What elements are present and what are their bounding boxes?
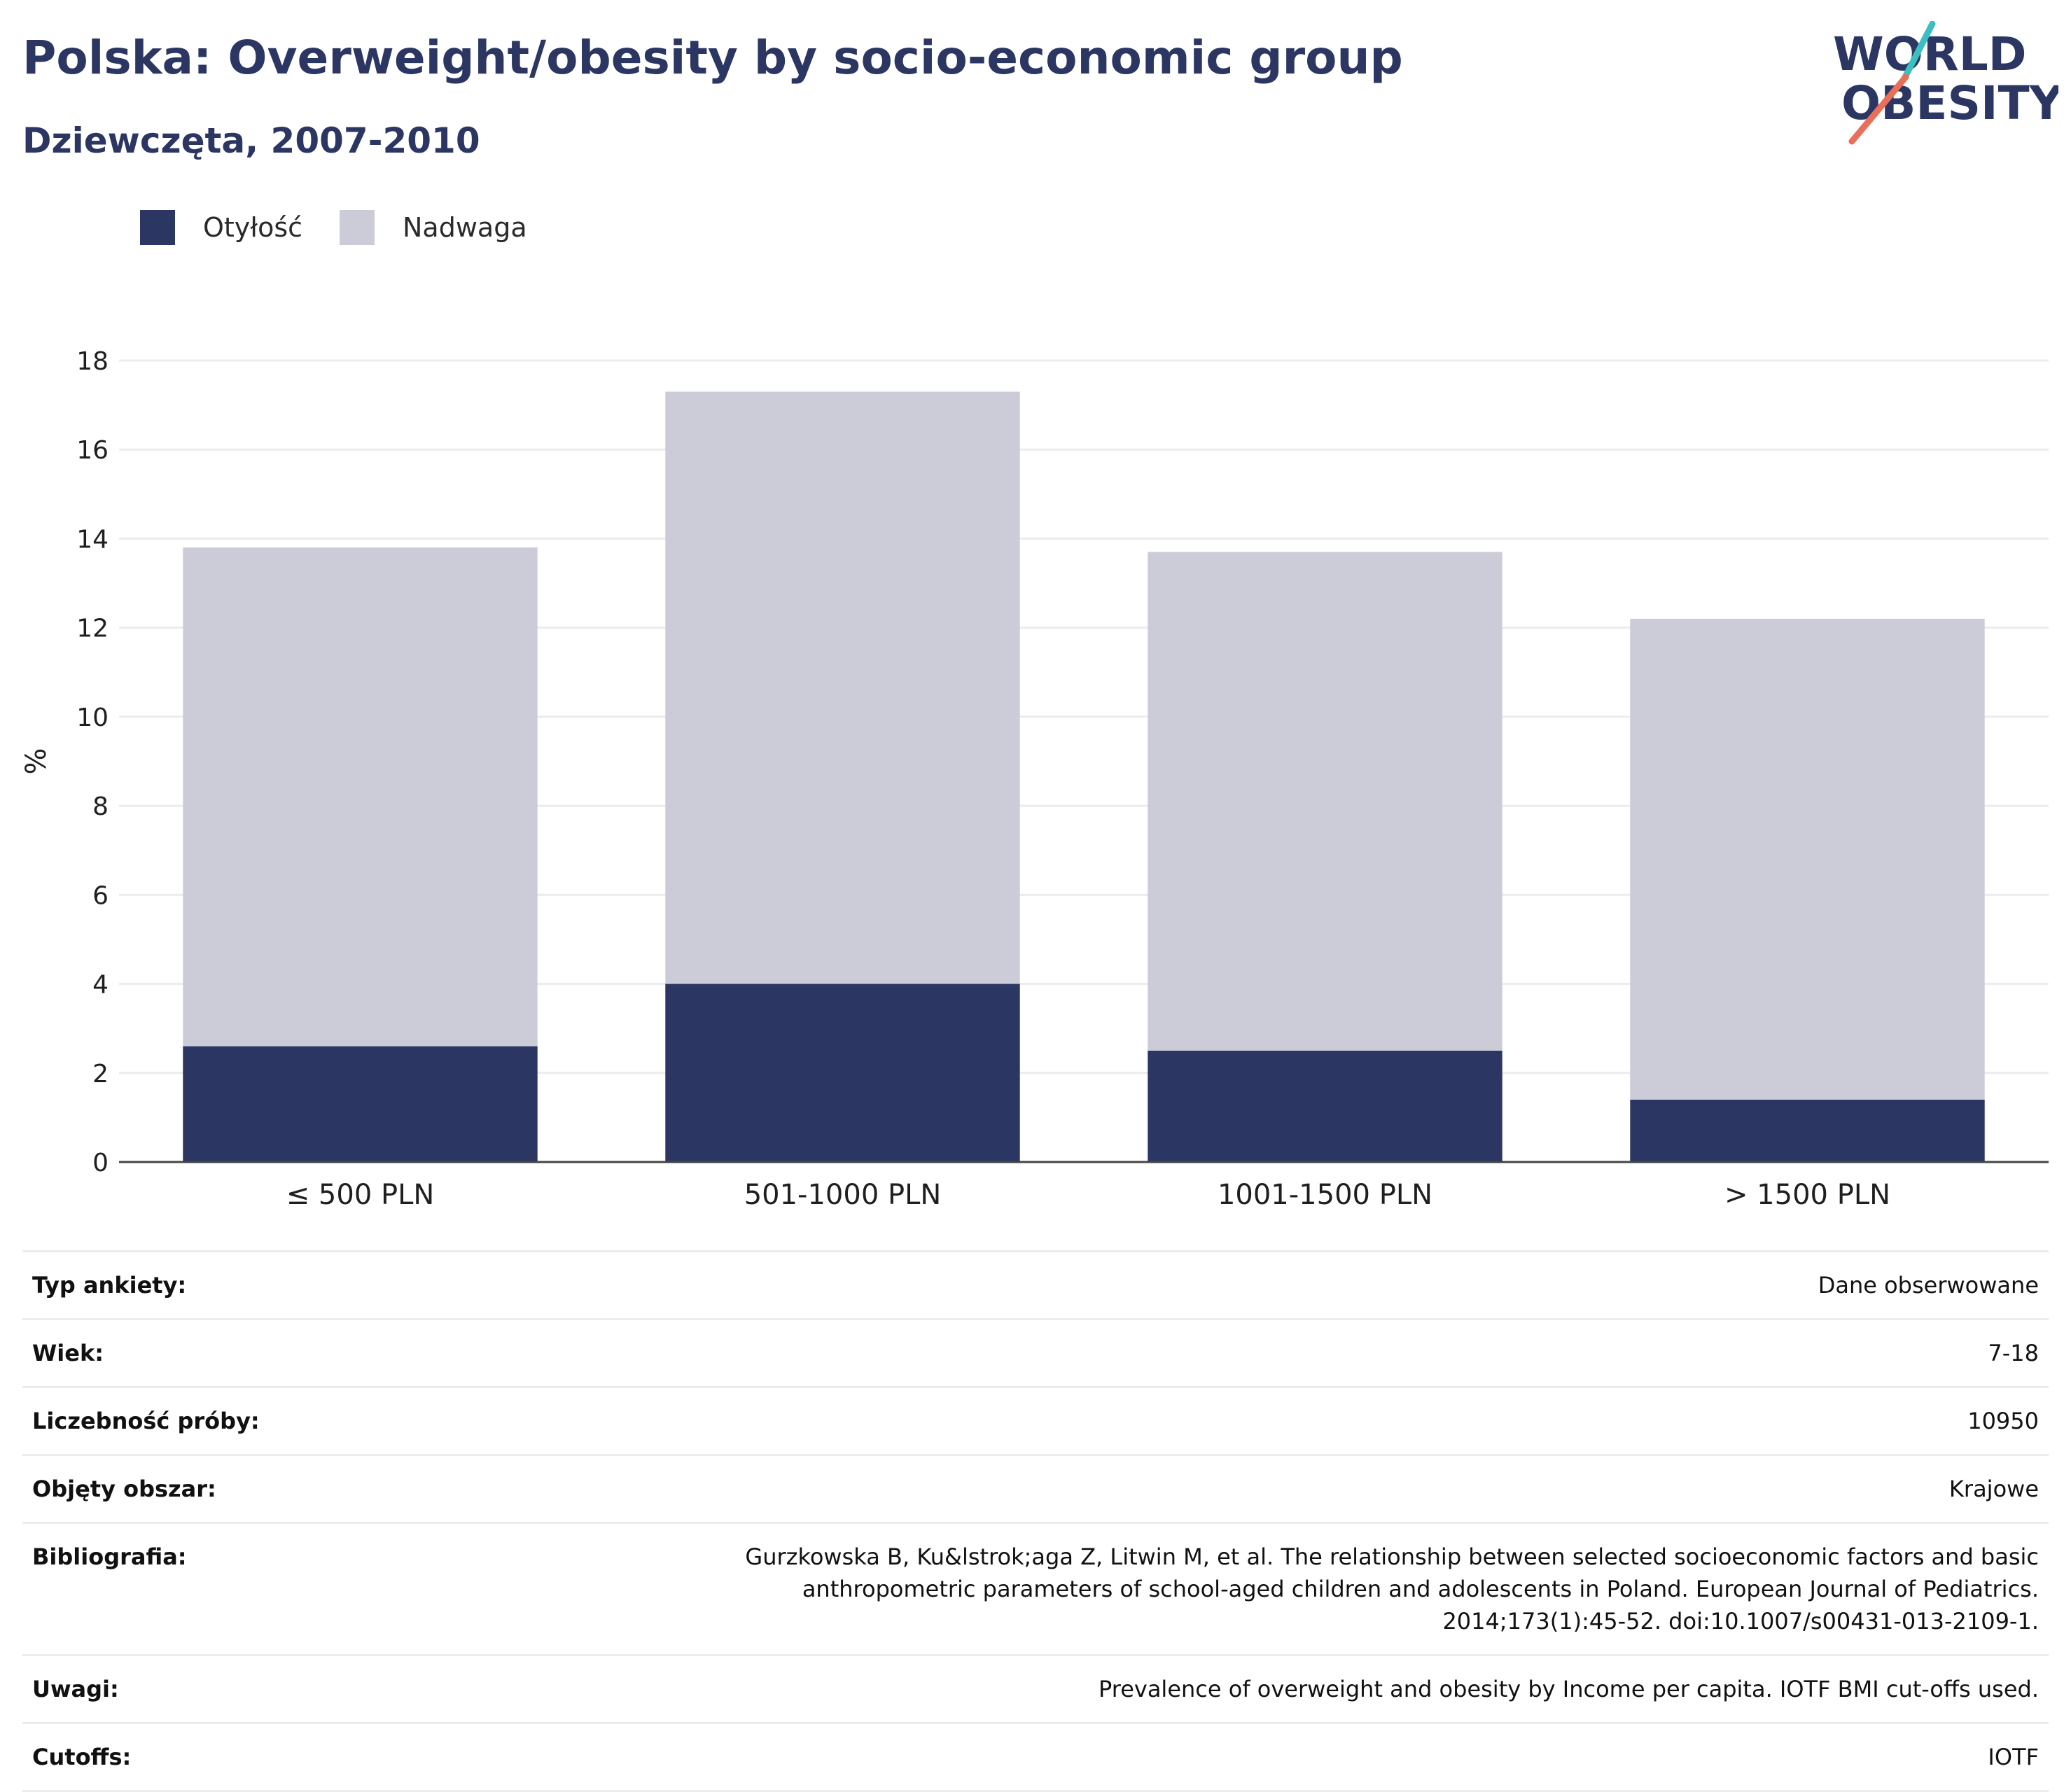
info-value: IOTF: [1988, 1744, 2039, 1770]
info-row-liczebnosc: Liczebność próby: 10950: [22, 1386, 2049, 1454]
x-tick-label: 501-1000 PLN: [744, 1179, 942, 1211]
y-tick-label: 4: [92, 971, 109, 1000]
logo-accent-teal: [1901, 21, 1936, 82]
bar-otylosc: [183, 1046, 538, 1162]
y-tick-label: 2: [92, 1060, 109, 1088]
bar-nadwaga: [1148, 552, 1502, 1051]
x-tick-label: ≤ 500 PLN: [286, 1179, 435, 1211]
y-tick-label: 8: [92, 792, 109, 821]
bar-nadwaga: [665, 391, 1020, 984]
y-tick-label: 0: [92, 1149, 109, 1177]
y-tick-label: 10: [76, 704, 109, 732]
bar-nadwaga: [1630, 618, 1985, 1100]
info-label: Objęty obszar:: [32, 1476, 216, 1502]
y-tick-labels: 0 2 4 6 8 10 12 14 16 18: [76, 347, 109, 1177]
info-label: Liczebność próby:: [32, 1408, 260, 1434]
x-tick-labels: ≤ 500 PLN 501-1000 PLN 1001-1500 PLN > 1500…: [286, 1179, 1890, 1211]
page-subtitle: Dziewczęta, 2007-2010: [22, 120, 480, 161]
info-value: Dane obserwowane: [1818, 1272, 2039, 1298]
info-value: Prevalence of overweight and obesity by …: [1099, 1676, 2039, 1702]
info-label: Wiek:: [32, 1340, 104, 1366]
logo-accent-coral: [1848, 74, 1909, 145]
world-obesity-logo: WORLD OBESITY: [1833, 21, 2058, 145]
info-row-cutoffs: Cutoffs: IOTF: [22, 1722, 2049, 1792]
x-tick-label: 1001-1500 PLN: [1218, 1179, 1432, 1211]
legend-label-nadwaga: Nadwaga: [403, 212, 527, 243]
legend-swatch-nadwaga: [340, 210, 375, 245]
info-row-typ-ankiety: Typ ankiety: Dane obserwowane: [22, 1250, 2049, 1318]
info-label: Uwagi:: [32, 1676, 119, 1702]
y-tick-label: 18: [76, 347, 109, 376]
info-row-obszar: Objęty obszar: Krajowe: [22, 1454, 2049, 1522]
y-tick-label: 12: [76, 615, 109, 643]
info-label: Cutoffs:: [32, 1744, 132, 1770]
bars: [183, 391, 1985, 1162]
info-table: Typ ankiety: Dane obserwowane Wiek: 7-18…: [22, 1250, 2049, 1792]
bar-nadwaga: [183, 547, 538, 1046]
info-value: 10950: [1967, 1408, 2039, 1434]
bar-chart: 0 2 4 6 8 10 12 14 16 18 ≤ 500 PLN 501-1000 PLN 100…: [20, 347, 2049, 1211]
info-value: Krajowe: [1948, 1476, 2039, 1502]
logo-line2: OBESITY: [1841, 76, 2058, 130]
bar-otylosc: [665, 983, 1020, 1162]
legend-swatch-otylosc: [140, 210, 175, 245]
logo-line1: WORLD: [1833, 27, 2027, 81]
y-tick-label: 14: [76, 525, 109, 554]
page-title: Polska: Overweight/obesity by socio-econ…: [22, 31, 1403, 85]
info-label: Typ ankiety:: [32, 1272, 187, 1298]
info-value: 7-18: [1988, 1340, 2039, 1366]
y-tick-label: 16: [76, 436, 109, 465]
info-row-wiek: Wiek: 7-18: [22, 1318, 2049, 1386]
info-row-bibliografia: Bibliografia: Gurzkowska B, Ku&lstrok;ag…: [22, 1522, 2049, 1654]
bar-otylosc: [1148, 1050, 1502, 1162]
y-tick-label: 6: [92, 881, 109, 910]
bar-otylosc: [1630, 1099, 1985, 1162]
info-row-uwagi: Uwagi: Prevalence of overweight and obes…: [22, 1654, 2049, 1722]
info-value: Gurzkowska B, Ku&lstrok;aga Z, Litwin M,…: [745, 1544, 2039, 1634]
info-label: Bibliografia:: [32, 1544, 187, 1570]
legend-label-otylosc: Otyłość: [203, 212, 303, 243]
x-tick-label: > 1500 PLN: [1724, 1179, 1890, 1211]
y-axis-label: %: [20, 748, 53, 774]
